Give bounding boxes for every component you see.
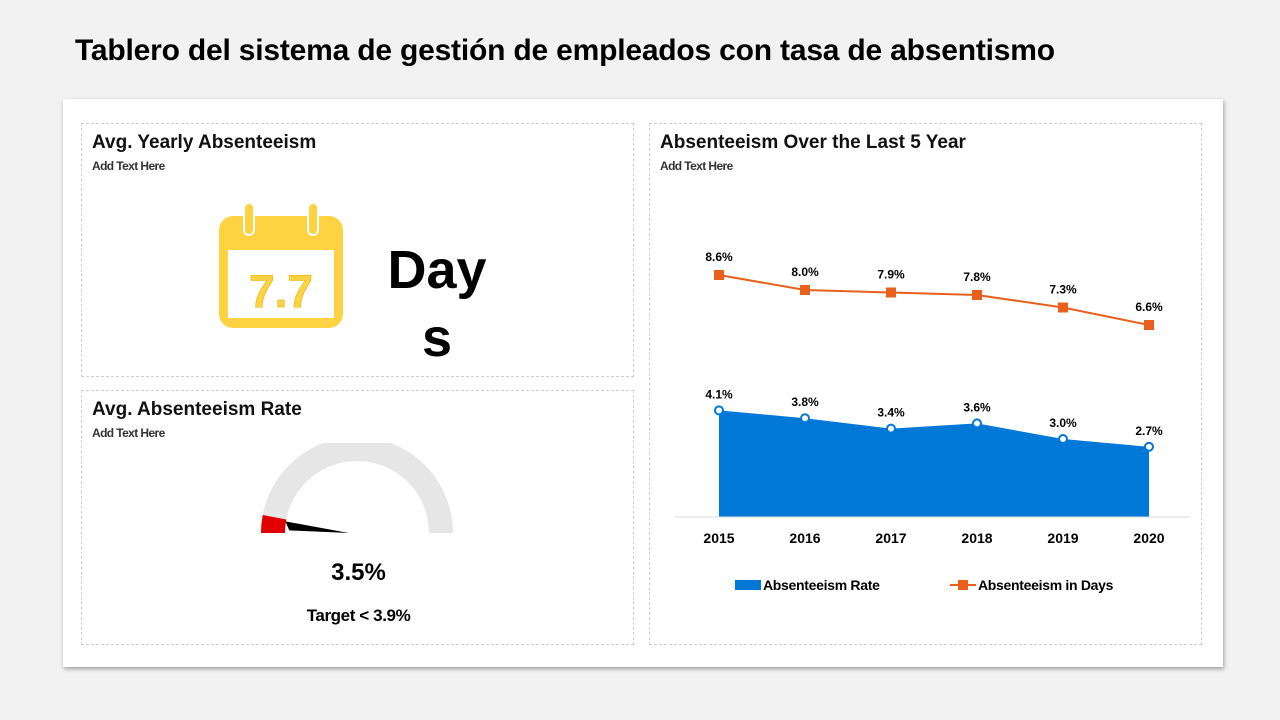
days-point [1058, 302, 1068, 313]
page-title: Tablero del sistema de gestión de emplea… [75, 34, 1055, 67]
calendar-icon: 7.7 [219, 202, 343, 328]
absenteeism-chart: 4.1% 3.8% 3.4% 3.6% 3.0% 2.7% 8.6% 8.0% 7.9% 7.8%… [675, 250, 1190, 593]
rate-point [972, 418, 982, 429]
legend-swatch-days-marker [958, 580, 968, 590]
dashboard-card: Avg. Yearly Absenteeism Add Text Here 7.… [63, 99, 1223, 667]
rate-data-label: 3.4% [877, 406, 905, 420]
gauge-track [261, 443, 453, 533]
panel-title: Avg. Absenteeism Rate [92, 399, 302, 420]
calendar-page [228, 250, 334, 318]
gauge-fill [261, 515, 287, 533]
x-tick-label: 2019 [1047, 530, 1078, 546]
panel-subtitle: Add Text Here [92, 159, 165, 173]
days-point [800, 285, 810, 295]
x-tick-label: 2020 [1133, 530, 1164, 546]
rate-point [1144, 441, 1154, 452]
panel-title: Absenteeism Over the Last 5 Year [660, 132, 966, 153]
x-tick-label: 2017 [875, 530, 906, 546]
days-point [1144, 320, 1154, 330]
yearly-unit: Days [387, 240, 487, 368]
days-data-label: 7.9% [877, 268, 905, 282]
panel-title: Avg. Yearly Absenteeism [92, 132, 317, 153]
days-data-label: 6.6% [1135, 300, 1163, 314]
rate-value: 3.5% [331, 559, 386, 586]
days-data-label: 7.3% [1049, 283, 1077, 297]
days-data-label: 8.0% [791, 265, 819, 279]
rate-data-label: 4.1% [705, 387, 733, 401]
panel-subtitle: Add Text Here [660, 159, 733, 173]
yearly-absenteeism-panel: Avg. Yearly Absenteeism Add Text Here 7.… [81, 123, 634, 377]
x-tick-label: 2018 [961, 530, 992, 546]
days-point [886, 287, 896, 298]
rate-data-label: 3.0% [1049, 416, 1077, 430]
legend-label-rate: Absenteeism Rate [763, 577, 880, 593]
days-line [718, 274, 1150, 326]
rate-data-label: 3.8% [791, 395, 819, 409]
rate-target: Target < 3.9% [306, 606, 411, 625]
days-data-label: 7.8% [963, 270, 991, 284]
days-point [714, 270, 724, 280]
x-tick-label: 2016 [789, 530, 820, 546]
rate-area [719, 410, 1149, 517]
rate-gauge [261, 443, 453, 533]
panel-subtitle: Add Text Here [92, 426, 165, 440]
rate-point [714, 405, 724, 416]
legend-swatch-rate [735, 580, 761, 590]
legend-label-days: Absenteeism in Days [978, 577, 1114, 593]
absenteeism-rate-panel: Avg. Absenteeism Rate Add Text Here 3.5%… [81, 390, 634, 645]
rate-point [800, 413, 810, 424]
days-data-label: 8.6% [705, 250, 733, 264]
days-point [972, 290, 982, 300]
yearly-value: 7.7 [249, 265, 313, 317]
gauge-needle [285, 521, 349, 533]
rate-point [886, 423, 896, 434]
rate-data-label: 3.6% [963, 400, 991, 414]
absenteeism-trend-panel: Absenteeism Over the Last 5 Year Add Tex… [649, 123, 1202, 645]
x-tick-label: 2015 [703, 530, 734, 546]
rate-data-label: 2.7% [1135, 424, 1163, 438]
rate-point [1058, 434, 1068, 444]
